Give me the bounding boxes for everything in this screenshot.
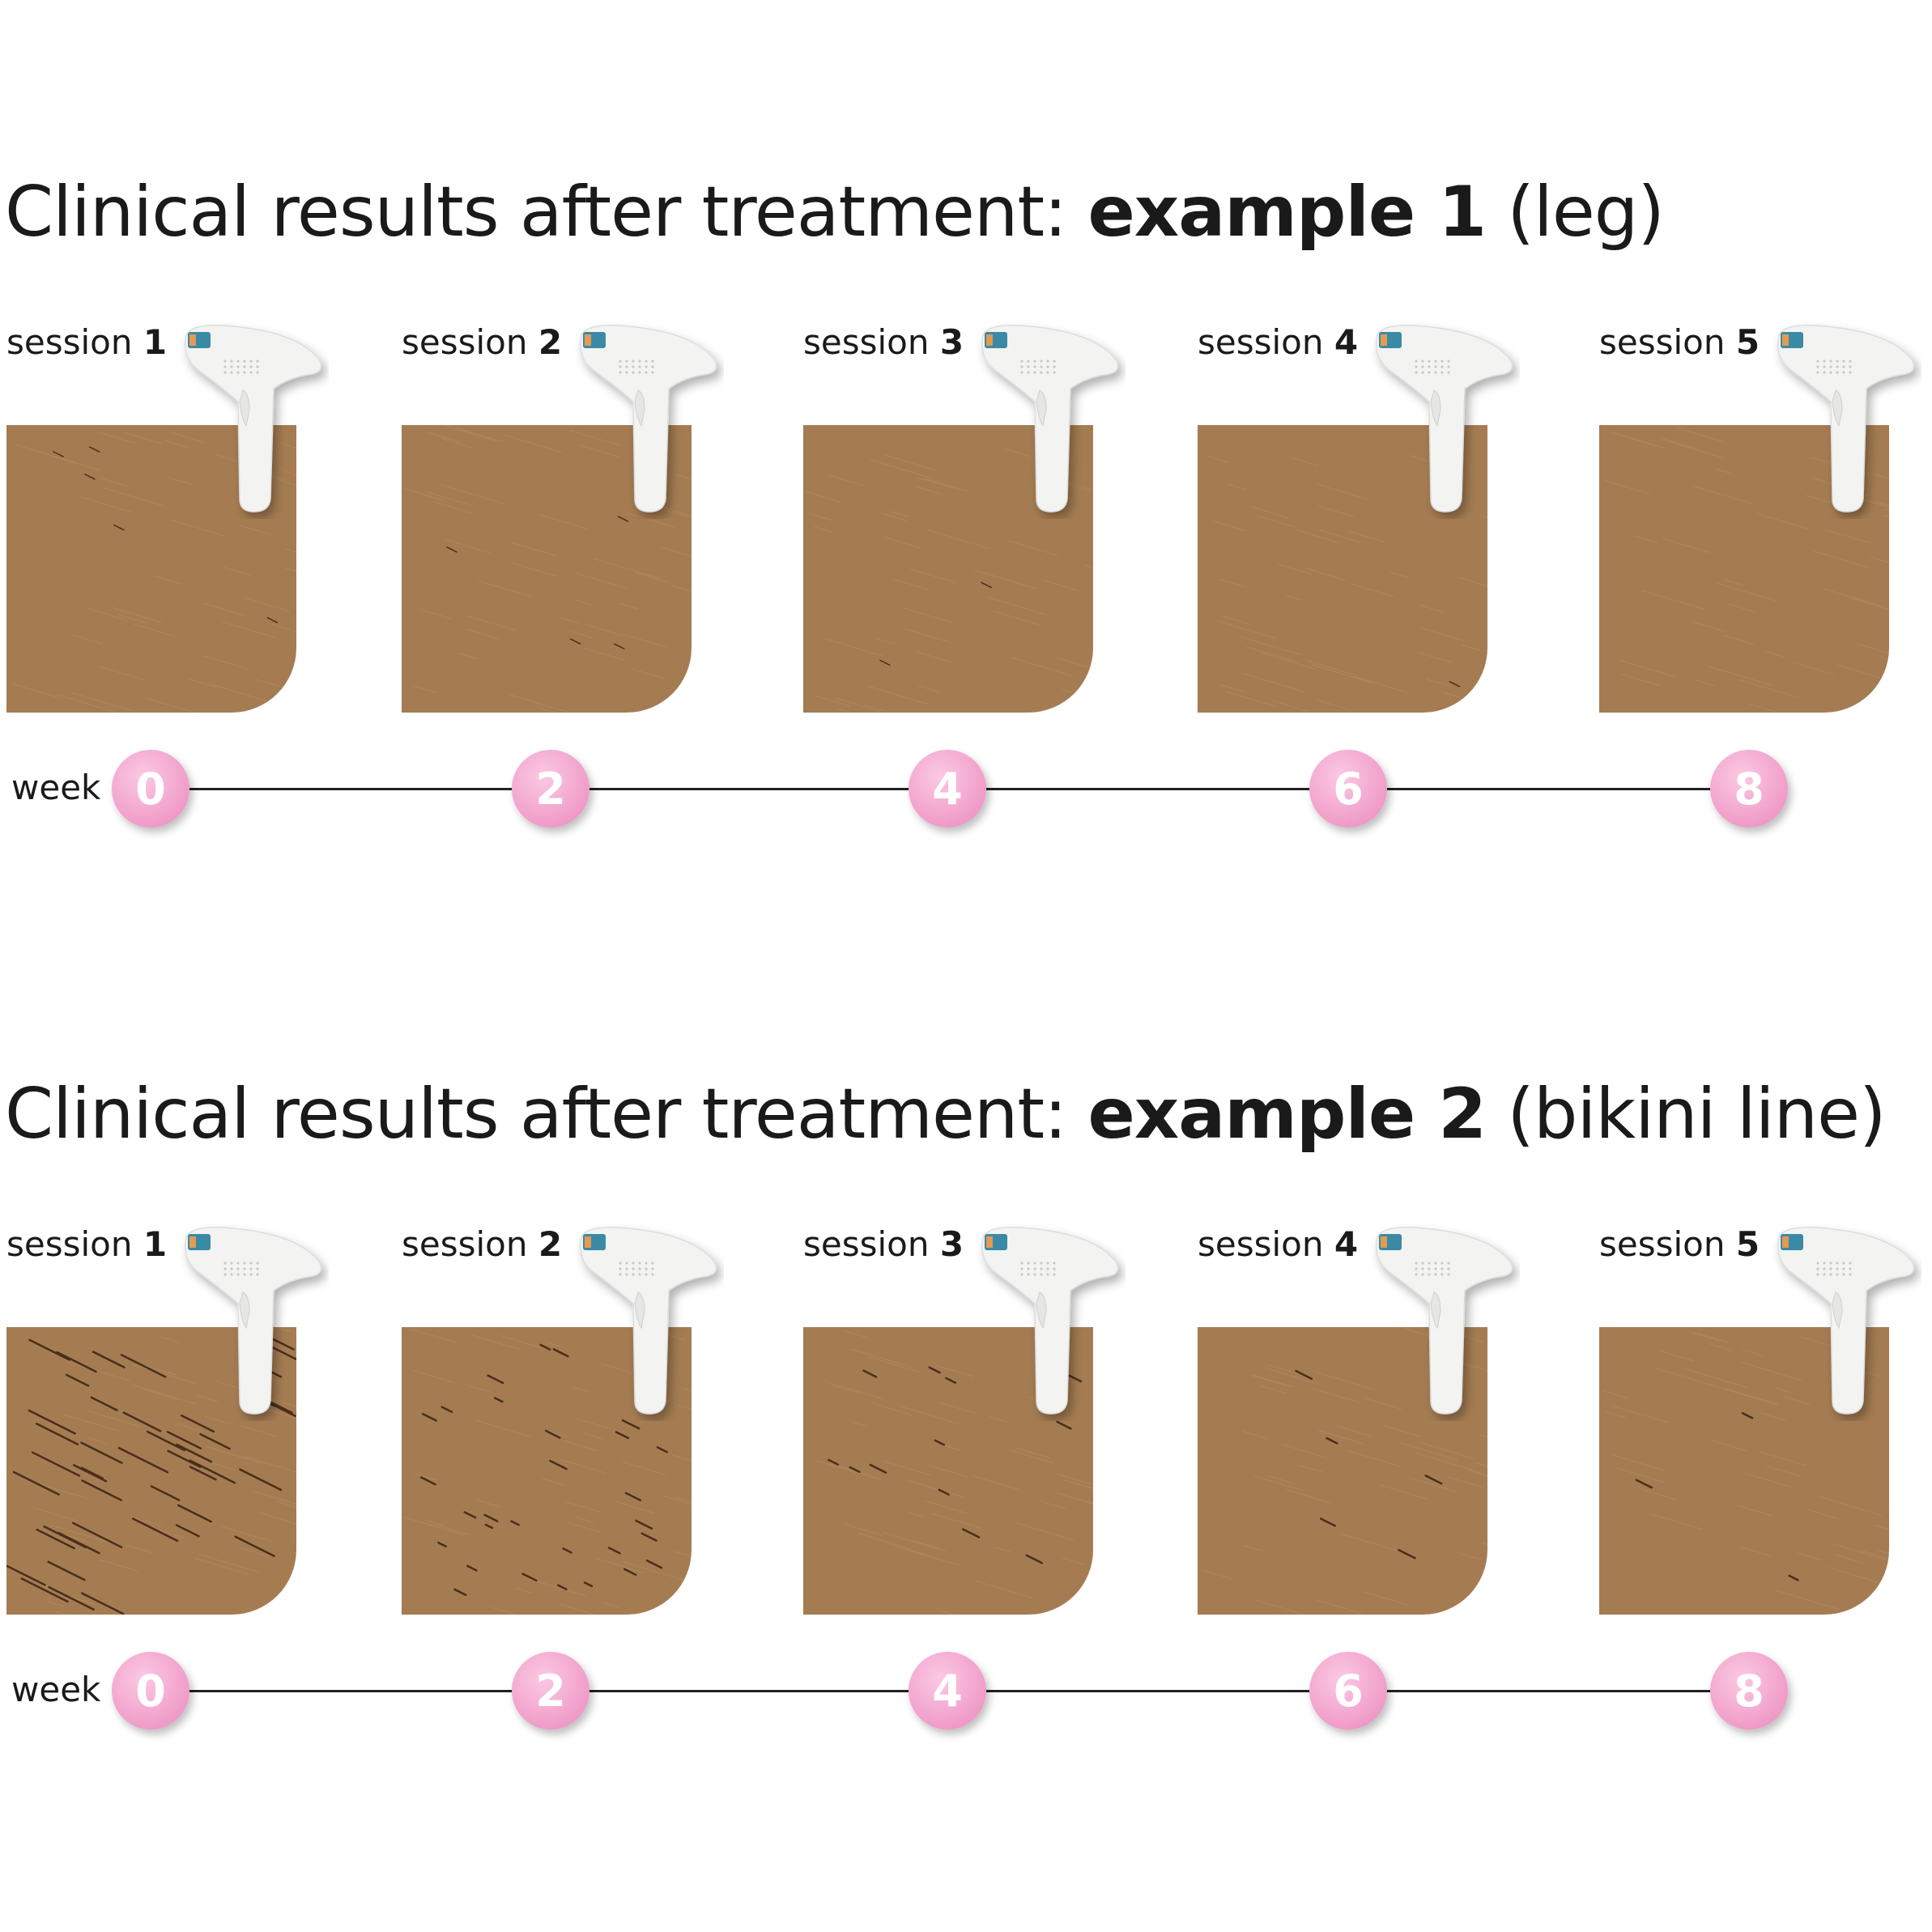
week-marker: 8 (1710, 750, 1788, 828)
session-label: session 2 (402, 1224, 562, 1264)
session-number: 2 (538, 1224, 563, 1264)
ipl-device-icon (972, 321, 1126, 519)
session-column: session 2 (402, 902, 726, 1631)
session-word: session (803, 1224, 930, 1264)
session-column: session 1 (6, 902, 330, 1631)
session-column: session 1 (6, 0, 330, 729)
session-number: 4 (1334, 1224, 1359, 1264)
week-marker: 0 (112, 750, 189, 828)
session-label: session 4 (1198, 322, 1358, 362)
ipl-device-icon (1366, 1223, 1520, 1421)
example-section-2: Clinical results after treatment: exampl… (0, 902, 1932, 1793)
week-marker: 6 (1309, 1652, 1387, 1730)
week-label: week (11, 1670, 101, 1709)
title-prefix: Clinical results after treatment: (5, 1074, 1088, 1155)
session-label: session 5 (1599, 1224, 1760, 1264)
week-label: week (11, 768, 101, 807)
session-column: session 3 (803, 902, 1127, 1631)
session-column: session 5 (1599, 902, 1923, 1631)
title-suffix: (leg) (1486, 172, 1665, 253)
week-marker: 8 (1710, 1652, 1788, 1730)
session-label: session 2 (402, 322, 562, 362)
ipl-device-icon (570, 1223, 724, 1421)
session-word: session (1599, 1224, 1726, 1264)
section-title: Clinical results after treatment: exampl… (5, 1074, 1887, 1155)
week-marker: 4 (909, 750, 986, 828)
session-label: session 1 (6, 1224, 167, 1264)
session-column: session 5 (1599, 0, 1923, 729)
session-number: 4 (1334, 322, 1359, 362)
title-bold: example 2 (1087, 1074, 1487, 1155)
session-word: session (1599, 322, 1726, 362)
session-column: session 2 (402, 0, 726, 729)
week-marker: 6 (1309, 750, 1387, 828)
session-word: session (402, 322, 528, 362)
session-label: session 5 (1599, 322, 1760, 362)
ipl-device-icon (175, 1223, 329, 1421)
session-label: session 3 (803, 322, 964, 362)
session-column: session 4 (1198, 0, 1521, 729)
ipl-device-icon (570, 321, 724, 519)
title-bold: example 1 (1087, 172, 1487, 253)
session-word: session (6, 322, 133, 362)
ipl-device-icon (1768, 1223, 1921, 1421)
ipl-device-icon (175, 321, 329, 519)
session-number: 5 (1735, 322, 1760, 362)
ipl-device-icon (972, 1223, 1126, 1421)
ipl-device-icon (1768, 321, 1921, 519)
section-title: Clinical results after treatment: exampl… (5, 172, 1665, 253)
session-number: 3 (939, 322, 964, 362)
title-suffix: (bikini line) (1486, 1074, 1886, 1155)
session-label: session 3 (803, 1224, 964, 1264)
session-column: session 4 (1198, 902, 1521, 1631)
session-word: session (6, 1224, 133, 1264)
session-label: session 1 (6, 322, 167, 362)
session-word: session (1198, 322, 1324, 362)
title-prefix: Clinical results after treatment: (5, 172, 1088, 253)
skin-photo (6, 1327, 296, 1615)
session-word: session (1198, 1224, 1324, 1264)
week-marker: 2 (512, 1652, 589, 1730)
week-marker: 2 (512, 750, 589, 828)
session-number: 1 (143, 322, 168, 362)
session-number: 1 (143, 1224, 168, 1264)
week-marker: 4 (909, 1652, 986, 1730)
session-number: 3 (939, 1224, 964, 1264)
session-label: session 4 (1198, 1224, 1358, 1264)
session-word: session (803, 322, 930, 362)
example-section-1: Clinical results after treatment: exampl… (0, 0, 1932, 891)
session-number: 2 (538, 322, 563, 362)
week-marker: 0 (112, 1652, 189, 1730)
ipl-device-icon (1366, 321, 1520, 519)
session-number: 5 (1735, 1224, 1760, 1264)
skin-photo (803, 1327, 1093, 1615)
session-column: session 3 (803, 0, 1127, 729)
session-word: session (402, 1224, 528, 1264)
